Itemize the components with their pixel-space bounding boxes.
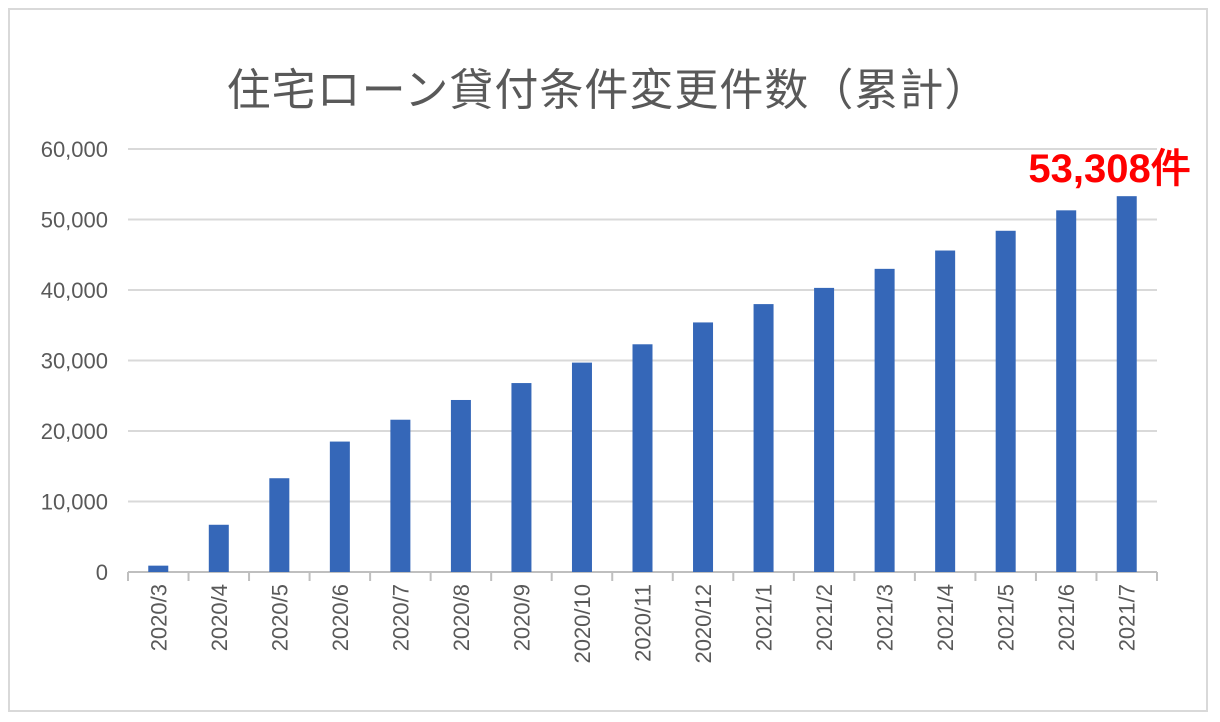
x-tick-label: 2020/10: [570, 584, 595, 664]
y-tick-label: 10,000: [41, 490, 108, 515]
bar: [329, 441, 350, 572]
data-label-callout: 53,308件: [1028, 147, 1190, 191]
x-tick-label: 2021/4: [933, 584, 958, 651]
y-tick-label: 40,000: [41, 278, 108, 303]
bar: [814, 287, 835, 572]
bar: [1056, 210, 1077, 572]
x-tick-label: 2021/1: [752, 584, 777, 651]
y-tick-label: 50,000: [41, 208, 108, 233]
bar: [390, 419, 411, 572]
bar: [450, 399, 471, 572]
bar: [511, 383, 532, 572]
x-tick-label: 2020/5: [267, 584, 292, 651]
y-tick-label: 30,000: [41, 349, 108, 374]
x-tick-label: 2021/7: [1115, 584, 1140, 651]
x-tick-label: 2020/6: [328, 584, 353, 651]
bar: [632, 344, 653, 572]
y-tick-label: 20,000: [41, 419, 108, 444]
bar: [753, 304, 774, 572]
bar: [693, 322, 714, 572]
x-tick-label: 2020/11: [631, 584, 656, 662]
x-tick-label: 2021/5: [994, 584, 1019, 651]
bar: [995, 230, 1016, 572]
x-tick-label: 2021/6: [1054, 584, 1079, 651]
y-tick-label: 0: [96, 560, 108, 585]
bar: [935, 250, 956, 572]
y-tick-label: 60,000: [41, 137, 108, 162]
bar: [874, 268, 895, 572]
x-tick-label: 2020/3: [146, 584, 171, 651]
x-tick-label: 2020/9: [509, 584, 534, 651]
bar: [269, 478, 290, 572]
x-tick-label: 2020/8: [449, 584, 474, 651]
bar: [1116, 196, 1137, 573]
x-tick-label: 2021/3: [873, 584, 898, 651]
x-tick-label: 2020/4: [207, 584, 232, 651]
x-tick-label: 2021/2: [812, 584, 837, 651]
chart-title: 住宅ローン貸付条件変更件数（累計）: [226, 65, 990, 116]
bar: [148, 565, 169, 572]
bar: [571, 362, 592, 572]
bar: [208, 524, 229, 572]
x-tick-label: 2020/12: [691, 584, 716, 664]
x-tick-label: 2020/7: [388, 584, 413, 651]
